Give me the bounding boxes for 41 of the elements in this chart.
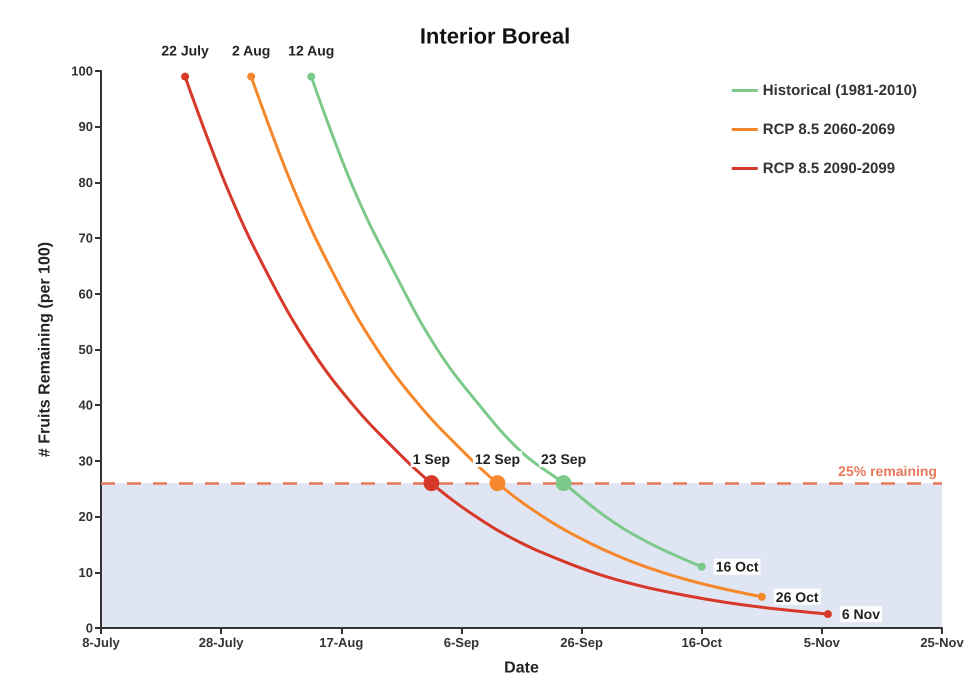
annotation: 26 Oct: [776, 588, 819, 605]
x-tick-label: 26-Sep: [560, 635, 603, 650]
y-tick-label: 80: [78, 174, 93, 190]
point: [758, 592, 766, 601]
x-axis-title: Date: [504, 660, 539, 676]
annotation: 16 Oct: [716, 558, 759, 575]
point: [698, 562, 706, 571]
x-tick-label: 17-Aug: [319, 635, 364, 650]
y-tick-label: 60: [78, 286, 93, 302]
y-tick-label: 40: [78, 398, 93, 413]
x-tick-label: 8-July: [82, 635, 121, 650]
x-tick-label: 25-Nov: [920, 635, 964, 650]
y-tick-label: 100: [71, 64, 93, 78]
annotation: 6 Nov: [842, 606, 880, 622]
x-tick-label: 6-Sep: [444, 635, 480, 650]
annotation: 12 Aug: [288, 42, 334, 59]
point: [181, 72, 190, 81]
x-tick-label: 5-Nov: [804, 635, 841, 650]
point: [247, 72, 256, 81]
y-tick-label: 10: [78, 564, 93, 580]
y-tick-label: 30: [78, 453, 93, 468]
annotation: 23 Sep: [540, 451, 586, 468]
legend-label: RCP 8.5 2060-2069: [762, 121, 896, 138]
chart-title: Interior Boreal: [420, 24, 570, 48]
annotation: 1 Sep: [412, 451, 450, 468]
y-tick-label: 50: [78, 342, 93, 357]
point: [307, 72, 316, 81]
point: [824, 610, 832, 618]
annotation: 2 Aug: [232, 42, 270, 59]
annotation: 22 July: [161, 42, 210, 59]
annotation: 12 Sep: [474, 451, 520, 468]
x-tick-label: 16-Oct: [681, 635, 723, 650]
y-tick-label: 0: [86, 620, 93, 636]
y-tick-label: 70: [78, 230, 93, 246]
legend-label: RCP 8.5 2090-2099: [762, 160, 896, 177]
ref-line-label: 25% remaining: [838, 463, 937, 480]
y-tick-label: 90: [78, 119, 93, 134]
y-axis-title: # Fruits Remaining (per 100): [36, 242, 54, 458]
x-tick-label: 28-July: [198, 635, 244, 650]
legend-label: Historical (1981-2010): [762, 82, 918, 99]
y-tick-label: 20: [78, 509, 93, 524]
